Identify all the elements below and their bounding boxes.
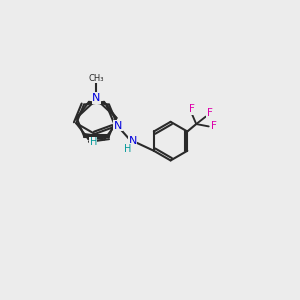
Text: F: F	[211, 121, 216, 131]
Text: H: H	[90, 137, 97, 147]
Text: F: F	[207, 108, 213, 118]
Text: N: N	[92, 93, 101, 103]
Text: H: H	[124, 144, 131, 154]
Text: F: F	[188, 104, 194, 114]
Text: N: N	[128, 136, 137, 146]
Text: CH₃: CH₃	[89, 74, 104, 82]
Text: N: N	[114, 121, 122, 131]
